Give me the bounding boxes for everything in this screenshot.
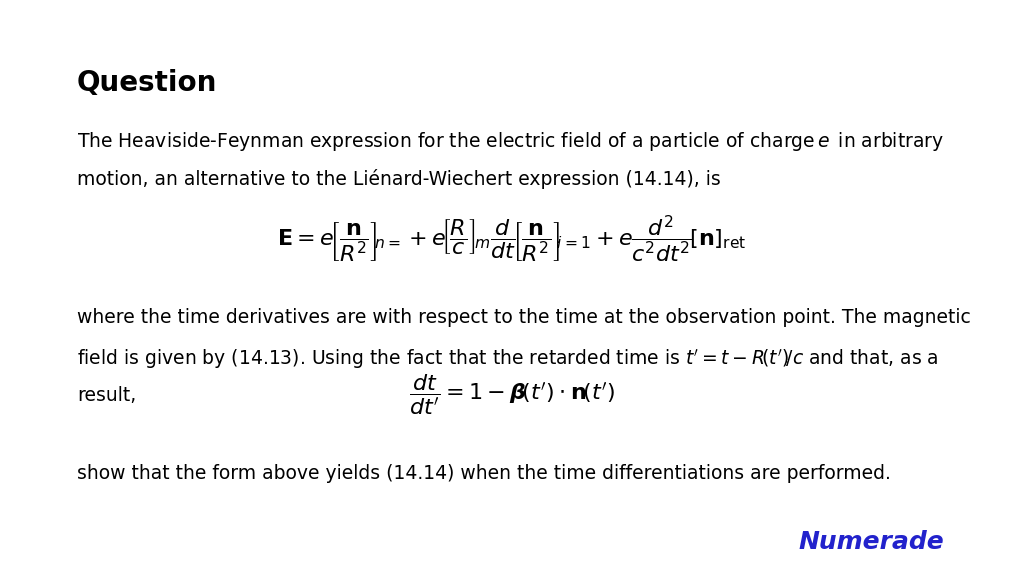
Text: $\mathbf{E} = e\!\left[\dfrac{\mathbf{n}}{R^2}\right]_{\!\!n=} + e\!\left[\dfrac: $\mathbf{E} = e\!\left[\dfrac{\mathbf{n}… [278, 213, 746, 265]
Text: show that the form above yields (14.14) when the time differentiations are perfo: show that the form above yields (14.14) … [77, 464, 891, 483]
Text: Numerade: Numerade [799, 530, 944, 554]
Text: The Heaviside-Feynman expression for the electric field of a particle of charge$: The Heaviside-Feynman expression for the… [77, 130, 944, 153]
Text: motion, an alternative to the Liénard-Wiechert expression (14.14), is: motion, an alternative to the Liénard-Wi… [77, 169, 721, 189]
Text: Question: Question [77, 69, 217, 97]
Text: $\dfrac{dt}{dt'} = 1 - \boldsymbol{\beta}\!\left(t'\right)\cdot\mathbf{n}\!\left: $\dfrac{dt}{dt'} = 1 - \boldsymbol{\beta… [410, 372, 614, 417]
Text: field is given by (14.13). Using the fact that the retarded time is $t' = t - R\: field is given by (14.13). Using the fac… [77, 347, 938, 372]
Text: where the time derivatives are with respect to the time at the observation point: where the time derivatives are with resp… [77, 308, 971, 327]
Text: result,: result, [77, 386, 136, 406]
